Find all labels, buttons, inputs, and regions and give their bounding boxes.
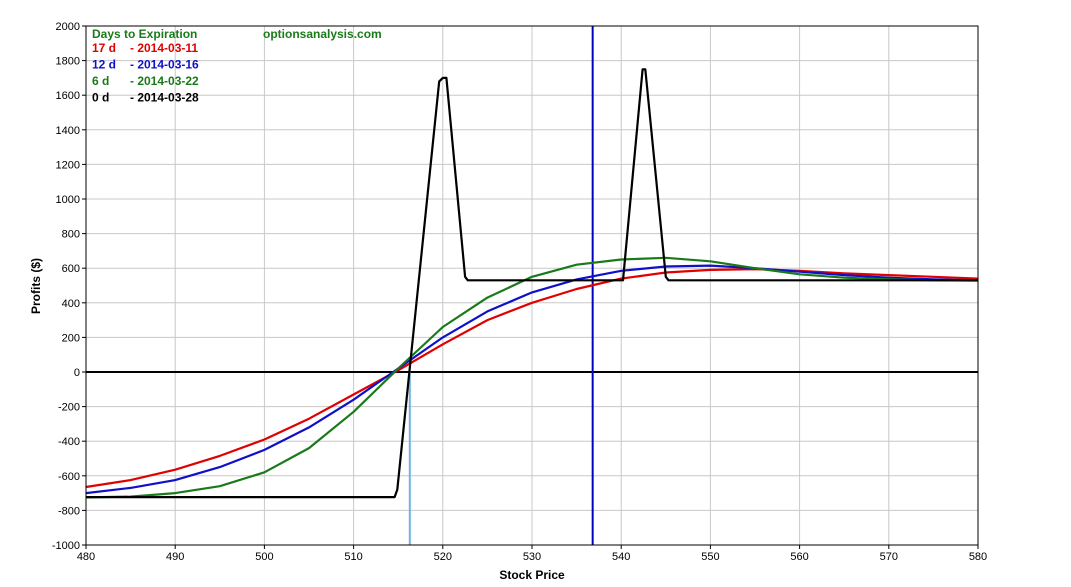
x-tick-label: 540	[612, 551, 630, 563]
legend-days: 0 d	[92, 91, 109, 105]
legend-title: Days to Expiration	[92, 27, 197, 41]
x-tick-label: 550	[701, 551, 719, 563]
series-line-0	[85, 268, 979, 489]
x-tick-label: 580	[969, 551, 987, 563]
y-tick-label: 2000	[56, 21, 80, 33]
y-tick-label: -800	[58, 505, 80, 517]
legend-days: 6 d	[92, 74, 109, 88]
series-line-1	[85, 264, 979, 495]
series-lines	[85, 68, 979, 499]
x-tick-label: 560	[790, 551, 808, 563]
legend-days: 12 d	[92, 58, 116, 72]
plot-frame	[85, 25, 979, 546]
y-tick-label: 200	[62, 332, 80, 344]
legend-date: - 2014-03-28	[130, 91, 199, 105]
legend-date: - 2014-03-11	[130, 41, 198, 55]
x-tick-label: 530	[523, 551, 541, 563]
y-tick-label: 0	[74, 367, 80, 379]
y-tick-label: -400	[58, 436, 80, 448]
series-line-2	[85, 256, 979, 499]
x-tick-label: 480	[77, 551, 95, 563]
x-axis-title: Stock Price	[499, 568, 565, 582]
legend: Days to Expiration optionsanalysis.com 1…	[92, 27, 382, 105]
y-tick-label: -1000	[52, 540, 80, 552]
y-tick-label: 800	[62, 229, 80, 241]
x-tick-label: 490	[166, 551, 184, 563]
y-tick-label: 400	[62, 298, 80, 310]
y-tick-label: -200	[58, 402, 80, 414]
y-tick-label: 1200	[56, 159, 80, 171]
y-tick-label: -600	[58, 471, 80, 483]
legend-date: - 2014-03-22	[130, 74, 199, 88]
y-tick-label: 1800	[56, 56, 80, 68]
legend-source: optionsanalysis.com	[263, 27, 382, 41]
y-ticks: -1000 -800 -600 -400 -200 0 200 400 600 800 1000 12…	[52, 21, 86, 552]
legend-days: 17 d	[92, 41, 116, 55]
x-tick-label: 510	[344, 551, 362, 563]
series-line-3	[86, 68, 978, 499]
x-tick-label: 500	[255, 551, 273, 563]
x-ticks: 480 490 500 510 520 530 540 550 560 570 580	[77, 545, 987, 563]
x-tick-label: 520	[434, 551, 452, 563]
x-tick-label: 570	[880, 551, 898, 563]
y-tick-label: 1400	[56, 125, 80, 137]
y-axis-title: Profits ($)	[29, 258, 43, 314]
legend-entries: 17 d - 2014-03-11 12 d - 2014-03-16 6 d - 201…	[92, 41, 199, 105]
y-tick-label: 1000	[56, 194, 80, 206]
legend-date: - 2014-03-16	[130, 58, 199, 72]
y-tick-label: 1600	[56, 90, 80, 102]
y-tick-label: 600	[62, 263, 80, 275]
